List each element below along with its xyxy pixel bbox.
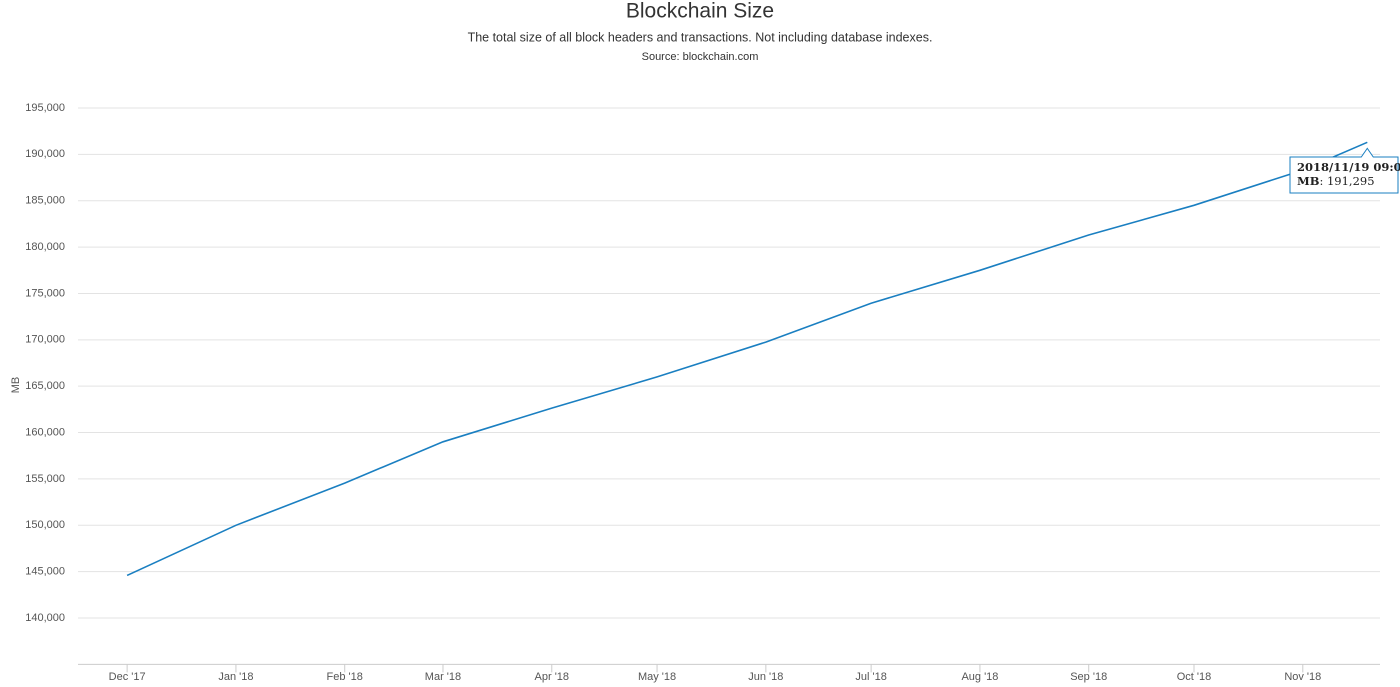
line-series: [126, 141, 1368, 577]
tooltip-date: 2018/11/19 09:00: [1297, 160, 1400, 174]
x-tick-label: May '18: [638, 671, 676, 683]
x-tick-label: Mar '18: [425, 671, 461, 683]
x-tick-label: Oct '18: [1177, 671, 1212, 683]
tooltip-value: MB: 191,295: [1297, 174, 1375, 188]
y-tick-label: 140,000: [25, 612, 65, 624]
chart-subtitle: The total size of all block headers and …: [468, 30, 933, 44]
x-tick-label: Dec '17: [109, 671, 146, 683]
y-axis-label: MB: [10, 377, 22, 394]
x-tick-label: Aug '18: [961, 671, 998, 683]
tooltip-value-label: 191,295: [1327, 174, 1375, 188]
x-tick-label: Jan '18: [218, 671, 253, 683]
y-tick-label: 170,000: [25, 334, 65, 346]
y-tick-label: 165,000: [25, 380, 65, 392]
tooltip-box: [1289, 147, 1399, 194]
x-tick-label: Feb '18: [327, 671, 363, 683]
y-tick-label: 185,000: [25, 195, 65, 207]
chart-title: Blockchain Size: [626, 0, 774, 23]
y-tick-label: 155,000: [25, 473, 65, 485]
y-tick-label: 160,000: [25, 426, 65, 438]
y-tick-label: 190,000: [25, 148, 65, 160]
tooltip-sep: :: [1319, 174, 1327, 188]
y-tick-label: 150,000: [25, 519, 65, 531]
y-tick-label: 145,000: [25, 566, 65, 578]
y-tick-label: 195,000: [25, 102, 65, 114]
chart-source: Source: blockchain.com: [642, 51, 759, 63]
x-tick-label: Nov '18: [1284, 671, 1321, 683]
x-tick-label: Jun '18: [748, 671, 783, 683]
tooltip-series-name: MB: [1297, 174, 1320, 188]
y-tick-label: 180,000: [25, 241, 65, 253]
x-tick-label: Sep '18: [1070, 671, 1107, 683]
y-tick-label: 175,000: [25, 287, 65, 299]
x-tick-label: Apr '18: [535, 671, 570, 683]
x-tick-label: Jul '18: [855, 671, 886, 683]
